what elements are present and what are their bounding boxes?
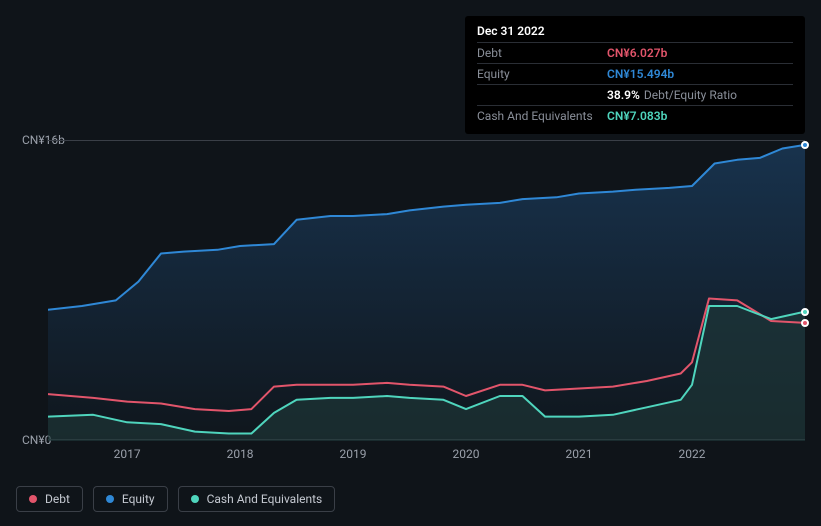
x-axis-label: 2017 [114, 447, 141, 461]
tooltip-row-value: CN¥6.027b [607, 46, 667, 60]
series-end-marker [801, 319, 809, 327]
legend-dot-icon [191, 495, 199, 503]
legend-label: Debt [45, 492, 70, 506]
tooltip-row: DebtCN¥6.027b [477, 42, 793, 63]
legend-item-debt[interactable]: Debt [16, 486, 83, 512]
legend-label: Cash And Equivalents [207, 492, 323, 506]
chart-tooltip: Dec 31 2022 DebtCN¥6.027bEquityCN¥15.494… [465, 16, 805, 134]
tooltip-row-value: CN¥7.083b [607, 109, 667, 123]
y-axis-label: CN¥0 [22, 433, 51, 447]
legend-item-equity[interactable]: Equity [93, 486, 168, 512]
tooltip-ratio-pct: 38.9% [607, 88, 640, 102]
chart-legend: Debt Equity Cash And Equivalents [16, 486, 335, 512]
tooltip-row: Cash And EquivalentsCN¥7.083b [477, 105, 793, 126]
chart-plot-area[interactable]: 201720182019202020212022 [48, 140, 805, 440]
tooltip-row: 38.9% Debt/Equity Ratio [477, 84, 793, 105]
series-end-marker [801, 308, 809, 316]
chart-svg [48, 141, 805, 441]
legend-dot-icon [106, 495, 114, 503]
legend-dot-icon [29, 495, 37, 503]
tooltip-ratio-label: Debt/Equity Ratio [644, 88, 737, 102]
x-axis-label: 2018 [227, 447, 254, 461]
legend-item-cash-and-equivalents[interactable]: Cash And Equivalents [178, 486, 336, 512]
series-end-marker [801, 141, 809, 149]
tooltip-row-value: CN¥15.494b [607, 67, 674, 81]
x-axis-label: 2019 [340, 447, 367, 461]
debt-equity-chart: CN¥16bCN¥0 201720182019202020212022 [0, 120, 821, 475]
tooltip-row-label [477, 88, 607, 102]
tooltip-row-label: Cash And Equivalents [477, 109, 607, 123]
tooltip-row: EquityCN¥15.494b [477, 63, 793, 84]
tooltip-row-label: Equity [477, 67, 607, 81]
x-axis-label: 2022 [679, 447, 706, 461]
tooltip-date: Dec 31 2022 [477, 24, 793, 42]
legend-label: Equity [122, 492, 155, 506]
x-axis-label: 2020 [453, 447, 480, 461]
x-axis-label: 2021 [566, 447, 593, 461]
tooltip-row-label: Debt [477, 46, 607, 60]
